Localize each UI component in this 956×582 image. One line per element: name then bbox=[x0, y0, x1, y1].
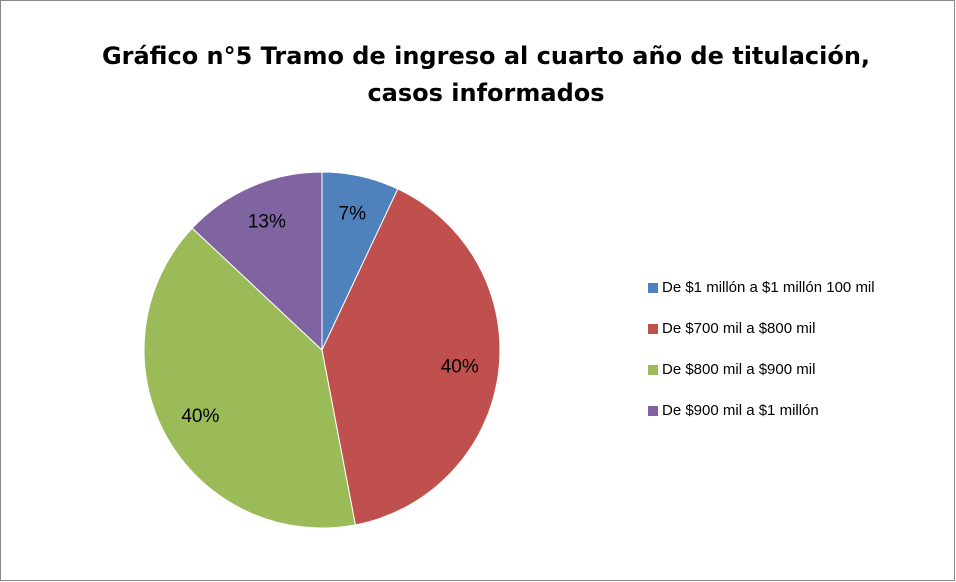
legend-swatch bbox=[648, 324, 658, 334]
data-label: 40% bbox=[441, 356, 479, 377]
pie-slice bbox=[321, 188, 501, 526]
chart-title: casos informados bbox=[367, 79, 604, 107]
data-label: 7% bbox=[339, 204, 367, 225]
legend-label: De $1 millón a $1 millón 100 mil bbox=[662, 279, 875, 296]
data-label: 13% bbox=[248, 212, 286, 233]
legend-swatch bbox=[648, 365, 658, 375]
legend-label: De $900 mil a $1 millón bbox=[662, 402, 819, 419]
legend-label: De $800 mil a $900 mil bbox=[662, 361, 815, 378]
pie-slice bbox=[143, 227, 356, 529]
chart-title: Gráfico n°5 Tramo de ingreso al cuarto a… bbox=[102, 42, 870, 70]
data-label: 40% bbox=[181, 406, 219, 427]
legend-swatch bbox=[648, 406, 658, 416]
legend-swatch bbox=[648, 283, 658, 293]
legend-label: De $700 mil a $800 mil bbox=[662, 320, 815, 337]
pie-slice bbox=[191, 171, 323, 352]
